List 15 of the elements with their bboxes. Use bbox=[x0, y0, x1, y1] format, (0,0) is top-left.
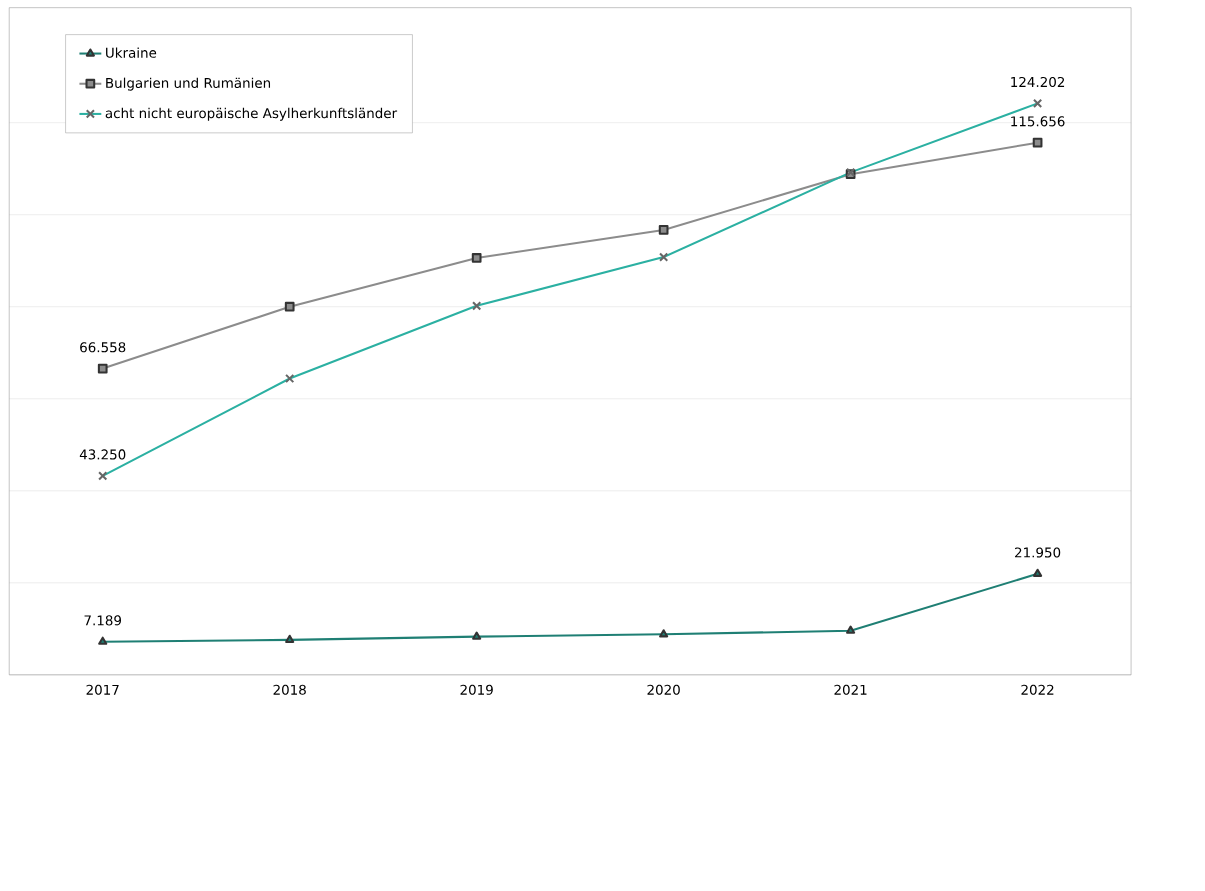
legend-label: acht nicht europäische Asylherkunftsländer bbox=[105, 107, 398, 121]
x-tick-label: 2022 bbox=[1021, 684, 1054, 695]
legend-label: Ukraine bbox=[106, 47, 157, 58]
data-label: 43.250 bbox=[79, 449, 126, 460]
x-tick-label: 2021 bbox=[834, 684, 867, 695]
x-tick-label: 2018 bbox=[273, 684, 306, 695]
data-label: 7.189 bbox=[84, 615, 122, 626]
x-tick-label: 2019 bbox=[460, 684, 493, 695]
data-label: 124.202 bbox=[1011, 76, 1065, 88]
x-tick-label: 2017 bbox=[86, 684, 119, 695]
data-label: 115.656 bbox=[1011, 116, 1065, 127]
x-tick-label: 2020 bbox=[647, 684, 680, 695]
legend-label: Bulgarien und Rumänien bbox=[106, 77, 271, 91]
data-label: 66.558 bbox=[80, 342, 126, 353]
data-label: 21.950 bbox=[1015, 547, 1061, 558]
